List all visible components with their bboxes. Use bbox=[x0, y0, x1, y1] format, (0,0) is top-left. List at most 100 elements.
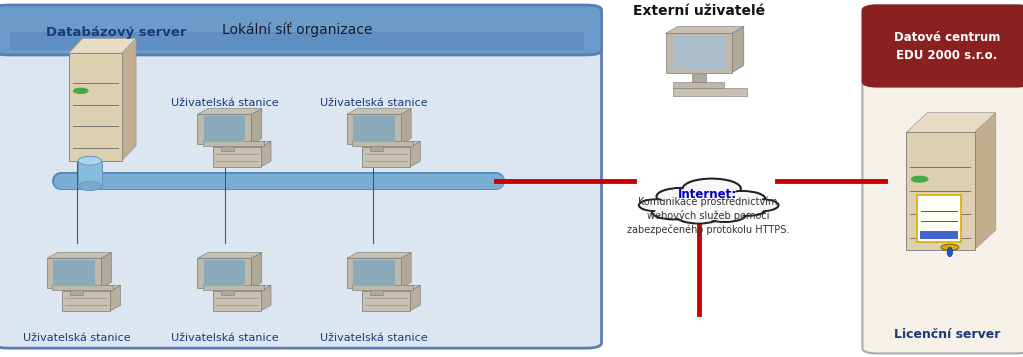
FancyBboxPatch shape bbox=[362, 291, 410, 311]
FancyBboxPatch shape bbox=[0, 5, 602, 348]
Text: Uživatelská stanice: Uživatelská stanice bbox=[171, 98, 279, 108]
Circle shape bbox=[74, 88, 88, 93]
FancyBboxPatch shape bbox=[862, 5, 1023, 87]
FancyBboxPatch shape bbox=[10, 32, 584, 50]
Polygon shape bbox=[666, 26, 744, 34]
FancyBboxPatch shape bbox=[673, 88, 747, 96]
Polygon shape bbox=[975, 113, 995, 250]
Circle shape bbox=[707, 208, 743, 221]
FancyBboxPatch shape bbox=[370, 290, 383, 295]
FancyBboxPatch shape bbox=[906, 132, 975, 250]
Polygon shape bbox=[261, 285, 271, 311]
Text: Licenční server: Licenční server bbox=[894, 328, 1000, 341]
Circle shape bbox=[638, 199, 673, 211]
FancyBboxPatch shape bbox=[692, 74, 706, 82]
FancyBboxPatch shape bbox=[197, 258, 252, 288]
FancyBboxPatch shape bbox=[673, 36, 724, 70]
FancyBboxPatch shape bbox=[880, 53, 1014, 82]
Polygon shape bbox=[62, 285, 121, 291]
FancyBboxPatch shape bbox=[917, 195, 961, 242]
Text: Externí uživatelé: Externí uživatelé bbox=[632, 4, 765, 17]
FancyBboxPatch shape bbox=[213, 147, 261, 167]
Circle shape bbox=[732, 204, 763, 215]
FancyBboxPatch shape bbox=[62, 291, 110, 311]
FancyBboxPatch shape bbox=[197, 114, 252, 144]
FancyBboxPatch shape bbox=[71, 290, 83, 295]
Text: Uživatelská stanice: Uživatelská stanice bbox=[319, 98, 428, 108]
Polygon shape bbox=[197, 252, 262, 258]
Text: Lokální síť organizace: Lokální síť organizace bbox=[222, 22, 372, 37]
FancyBboxPatch shape bbox=[78, 161, 101, 186]
FancyBboxPatch shape bbox=[53, 260, 95, 286]
FancyBboxPatch shape bbox=[213, 291, 261, 311]
Polygon shape bbox=[122, 38, 136, 161]
Circle shape bbox=[941, 244, 959, 250]
FancyBboxPatch shape bbox=[204, 116, 246, 142]
Text: Datové centrum
EDU 2000 s.r.o.: Datové centrum EDU 2000 s.r.o. bbox=[894, 31, 999, 61]
Polygon shape bbox=[347, 109, 411, 114]
Polygon shape bbox=[110, 285, 121, 311]
Polygon shape bbox=[410, 285, 420, 311]
Circle shape bbox=[747, 200, 776, 210]
Circle shape bbox=[679, 209, 718, 222]
FancyBboxPatch shape bbox=[362, 147, 410, 167]
FancyBboxPatch shape bbox=[347, 114, 401, 144]
Polygon shape bbox=[362, 285, 420, 291]
Circle shape bbox=[660, 189, 702, 204]
FancyBboxPatch shape bbox=[221, 290, 233, 295]
FancyBboxPatch shape bbox=[352, 285, 413, 290]
Circle shape bbox=[652, 205, 695, 220]
FancyBboxPatch shape bbox=[347, 258, 401, 288]
Ellipse shape bbox=[78, 182, 101, 191]
FancyBboxPatch shape bbox=[862, 5, 1023, 353]
Text: Uživatelská stanice: Uživatelská stanice bbox=[171, 333, 279, 343]
Polygon shape bbox=[731, 26, 744, 72]
Text: Uživatelská stanice: Uživatelská stanice bbox=[319, 333, 428, 343]
Polygon shape bbox=[252, 252, 262, 288]
Circle shape bbox=[666, 190, 750, 219]
Polygon shape bbox=[213, 141, 271, 147]
Text: Komunikace prostřednictvím
webových služeb pomocí
zabezpečeného protokolu HTTPS.: Komunikace prostřednictvím webových služ… bbox=[627, 196, 789, 235]
Polygon shape bbox=[347, 252, 411, 258]
FancyBboxPatch shape bbox=[353, 260, 395, 286]
Polygon shape bbox=[362, 141, 420, 147]
FancyBboxPatch shape bbox=[0, 5, 602, 55]
Text: Databázový server: Databázový server bbox=[46, 26, 186, 39]
Circle shape bbox=[729, 203, 766, 216]
Polygon shape bbox=[401, 252, 411, 288]
FancyBboxPatch shape bbox=[203, 141, 264, 146]
Text: Uživatelská stanice: Uživatelská stanice bbox=[23, 333, 131, 343]
FancyBboxPatch shape bbox=[203, 285, 264, 290]
Circle shape bbox=[719, 191, 765, 207]
Circle shape bbox=[723, 192, 762, 206]
Text: Internet:: Internet: bbox=[678, 188, 738, 201]
Polygon shape bbox=[47, 252, 112, 258]
Polygon shape bbox=[101, 252, 112, 288]
Polygon shape bbox=[906, 113, 995, 132]
Polygon shape bbox=[252, 109, 262, 144]
FancyBboxPatch shape bbox=[353, 116, 395, 142]
Polygon shape bbox=[261, 141, 271, 167]
FancyBboxPatch shape bbox=[666, 34, 731, 72]
FancyBboxPatch shape bbox=[221, 146, 233, 151]
FancyBboxPatch shape bbox=[204, 260, 246, 286]
Circle shape bbox=[675, 207, 722, 223]
FancyBboxPatch shape bbox=[52, 285, 114, 290]
Circle shape bbox=[745, 199, 779, 211]
Circle shape bbox=[687, 180, 737, 197]
FancyBboxPatch shape bbox=[352, 141, 413, 146]
Circle shape bbox=[657, 188, 706, 205]
FancyBboxPatch shape bbox=[920, 231, 958, 239]
Polygon shape bbox=[401, 109, 411, 144]
FancyBboxPatch shape bbox=[47, 258, 101, 288]
FancyBboxPatch shape bbox=[673, 82, 724, 88]
Polygon shape bbox=[410, 141, 420, 167]
Polygon shape bbox=[213, 285, 271, 291]
Circle shape bbox=[641, 200, 670, 210]
Circle shape bbox=[655, 206, 692, 218]
Ellipse shape bbox=[78, 156, 101, 165]
Polygon shape bbox=[197, 109, 262, 114]
FancyBboxPatch shape bbox=[370, 146, 383, 151]
FancyBboxPatch shape bbox=[69, 53, 122, 161]
Polygon shape bbox=[69, 38, 136, 53]
